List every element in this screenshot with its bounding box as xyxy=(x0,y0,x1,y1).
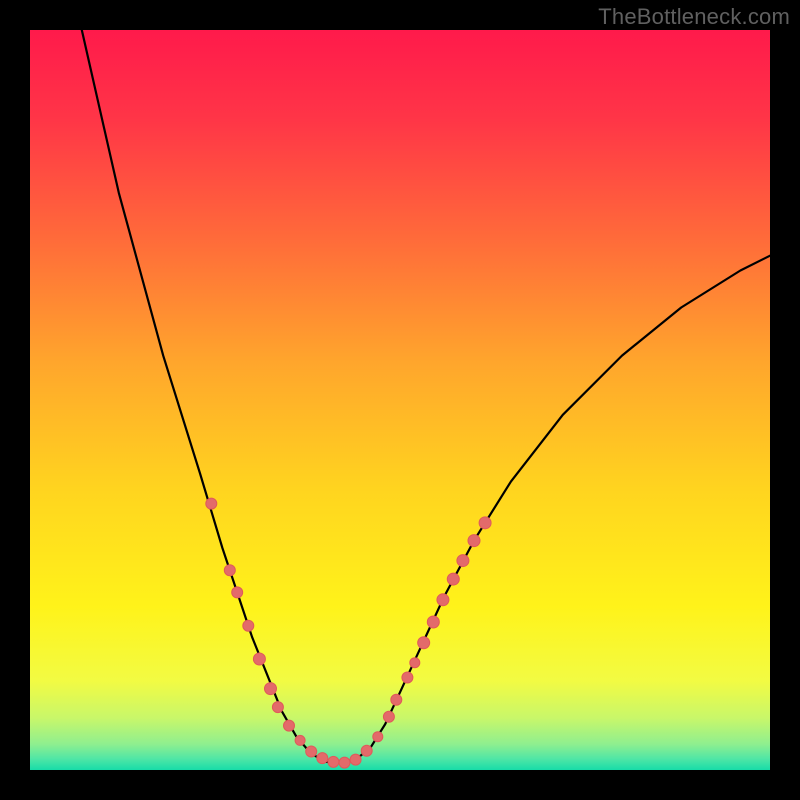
data-marker xyxy=(457,555,469,567)
data-marker xyxy=(339,757,350,768)
data-marker xyxy=(402,672,413,683)
data-marker xyxy=(328,756,339,767)
data-marker xyxy=(383,711,394,722)
data-marker xyxy=(350,754,361,765)
data-marker xyxy=(265,683,277,695)
data-marker xyxy=(306,746,317,757)
plot-gradient-background xyxy=(30,30,770,770)
watermark-text: TheBottleneck.com xyxy=(598,4,790,30)
data-marker xyxy=(447,573,459,585)
bottleneck-curve-chart xyxy=(0,0,800,800)
data-marker xyxy=(284,720,295,731)
data-marker xyxy=(295,735,305,745)
chart-container: TheBottleneck.com xyxy=(0,0,800,800)
data-marker xyxy=(418,637,430,649)
data-marker xyxy=(410,658,420,668)
data-marker xyxy=(361,745,372,756)
data-marker xyxy=(479,517,491,529)
data-marker xyxy=(437,594,449,606)
data-marker xyxy=(232,587,243,598)
data-marker xyxy=(391,694,402,705)
data-marker xyxy=(427,616,439,628)
data-marker xyxy=(468,535,480,547)
data-marker xyxy=(317,753,328,764)
data-marker xyxy=(224,565,235,576)
data-marker xyxy=(272,702,283,713)
data-marker xyxy=(206,498,217,509)
data-marker xyxy=(253,653,265,665)
data-marker xyxy=(243,620,254,631)
data-marker xyxy=(373,732,383,742)
